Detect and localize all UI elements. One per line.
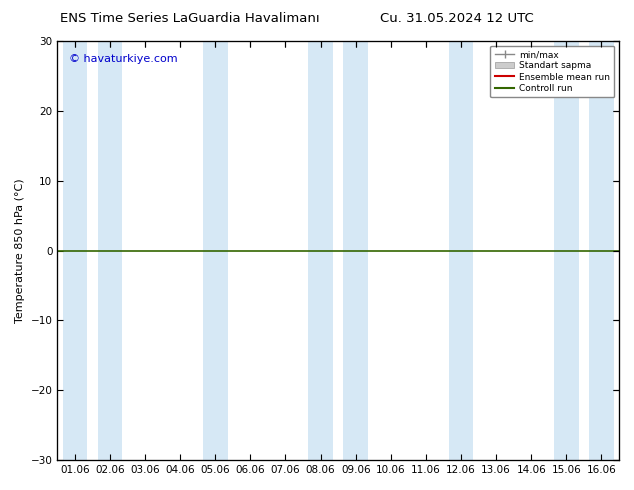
Bar	[308, 41, 333, 460]
Bar	[589, 41, 614, 460]
Text: ENS Time Series LaGuardia Havalimanı: ENS Time Series LaGuardia Havalimanı	[60, 12, 320, 25]
Bar	[98, 41, 122, 460]
Bar	[449, 41, 474, 460]
Bar	[554, 41, 579, 460]
Text: Cu. 31.05.2024 12 UTC: Cu. 31.05.2024 12 UTC	[380, 12, 533, 25]
Bar	[344, 41, 368, 460]
Y-axis label: Temperature 850 hPa (°C): Temperature 850 hPa (°C)	[15, 178, 25, 323]
Bar	[63, 41, 87, 460]
Legend: min/max, Standart sapma, Ensemble mean run, Controll run: min/max, Standart sapma, Ensemble mean r…	[490, 46, 614, 98]
Text: © havaturkiye.com: © havaturkiye.com	[68, 53, 177, 64]
Bar	[203, 41, 228, 460]
